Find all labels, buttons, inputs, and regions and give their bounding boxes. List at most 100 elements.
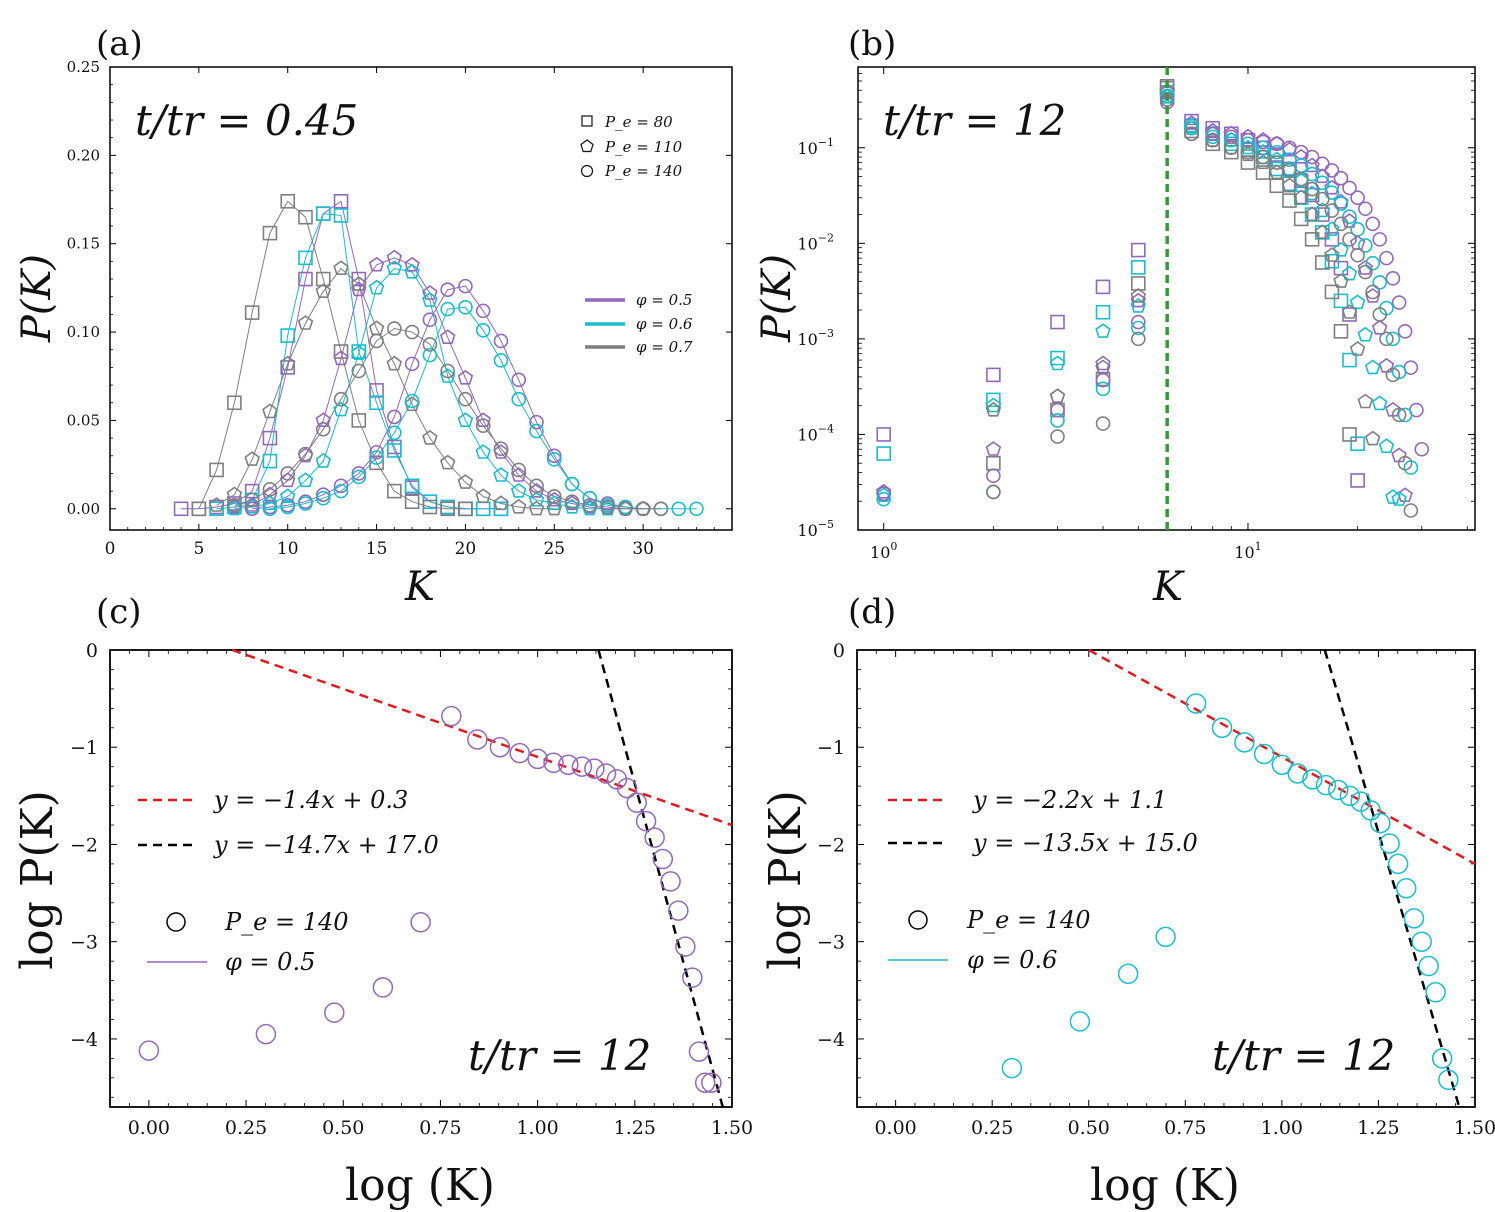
data-point-pentagon [1333, 241, 1349, 257]
data-point-circle [1050, 413, 1065, 428]
legend-pe-label: P_e = 140 [966, 906, 1091, 934]
y-tick-label: 0.20 [67, 146, 100, 164]
data-point-square [440, 501, 455, 517]
data-point-circle [635, 810, 657, 832]
data-point-pentagon [262, 403, 278, 419]
data-point-circle [1350, 222, 1365, 237]
data-point-square [1324, 284, 1340, 300]
data-point-square [262, 430, 278, 446]
data-point-circle [682, 967, 703, 988]
data-point-pentagon [297, 315, 314, 330]
data-point-circle [1159, 88, 1175, 104]
data-point-pentagon [1095, 355, 1111, 371]
data-point-pentagon [315, 283, 332, 299]
data-point-square [986, 455, 1001, 471]
data-point-pentagon [1223, 125, 1240, 141]
data-point-circle [422, 337, 438, 352]
data-point-circle [369, 450, 384, 465]
legend-label-pe110: P_e = 110 [604, 138, 683, 156]
fit-line-red [1088, 648, 1476, 866]
data-point-circle [701, 1072, 722, 1093]
data-point-circle [1095, 381, 1111, 397]
x-tick-label: 1.00 [516, 1117, 558, 1139]
data-point-pentagon [422, 292, 438, 307]
data-point-circle [876, 486, 892, 501]
data-point-square [315, 271, 331, 287]
legend-fit-red-label: y = −2.2x + 1.1 [972, 786, 1167, 814]
panel-a: (a) 0 5 10 15 20 25 30 0.00 0.05 0.10 0.15 0.20 0.25… [14, 24, 733, 610]
data-point-pentagon [439, 329, 456, 345]
data-point-circle [1185, 693, 1207, 714]
series-line [234, 327, 661, 510]
data-point-pentagon [439, 454, 456, 470]
data-point-square [1342, 427, 1357, 442]
legend-phi-label: φ = 0.5 [225, 948, 315, 976]
data-point-circle [1095, 416, 1111, 431]
data-point-circle [1418, 955, 1439, 977]
data-point-pentagon [1183, 115, 1200, 130]
data-point-circle [1240, 136, 1256, 152]
data-point-circle [1370, 812, 1391, 834]
data-point-square [1315, 207, 1330, 222]
data-point-circle [1117, 963, 1139, 985]
legend-label-phi05: φ = 0.5 [636, 291, 692, 309]
data-point-pentagon [985, 397, 1002, 413]
x-tick-label: 1.25 [1357, 1117, 1399, 1139]
data-point-circle [1287, 763, 1308, 784]
data-point-square [191, 501, 207, 517]
data-point-pentagon [1341, 304, 1358, 319]
data-point-circle [1342, 209, 1357, 224]
data-point-circle [1379, 833, 1400, 854]
data-point-circle [1324, 203, 1340, 218]
fit-line-black [597, 649, 724, 1108]
data-point-square [209, 501, 224, 517]
data-point-square [387, 443, 402, 458]
data-point-circle [1385, 271, 1401, 286]
data-point-pentagon [333, 350, 349, 366]
data-point-square [351, 271, 367, 287]
data-point-circle [689, 501, 704, 517]
x-tick-label: 1.50 [1454, 1117, 1495, 1139]
data-point-square [876, 427, 892, 442]
y-tick-label: 10−2 [797, 231, 834, 253]
data-point-circle [404, 393, 420, 409]
data-point-circle [351, 363, 367, 379]
data-point-circle [1397, 407, 1413, 423]
x-tick-label: 1.25 [614, 1117, 656, 1139]
data-point-circle [493, 353, 509, 368]
data-point-circle [1333, 196, 1349, 211]
data-point-circle [440, 363, 455, 379]
x-tick-label: 0.50 [322, 1117, 364, 1139]
series-line [234, 267, 608, 510]
data-point-circle [571, 756, 593, 777]
data-point-circle [422, 312, 438, 328]
data-point-square [298, 250, 313, 266]
data-point-circle [1271, 754, 1293, 775]
data-point-circle [333, 483, 349, 499]
x-tick-label: 20 [455, 539, 477, 559]
data-point-circle [475, 303, 491, 319]
panel-b-label: (b) [848, 24, 896, 64]
panel-b-xlabel: K [1152, 564, 1185, 610]
data-point-pentagon [386, 249, 403, 265]
data-point-circle [244, 492, 260, 508]
data-point-square [493, 501, 509, 517]
y-tick-label: 0.05 [67, 411, 100, 429]
data-point-square [369, 395, 384, 411]
data-point-pentagon [475, 488, 491, 504]
data-point-pentagon [546, 491, 563, 507]
data-point-square [1095, 279, 1111, 295]
data-point-square [280, 360, 296, 375]
data-point-square [298, 209, 313, 225]
data-point-circle [1365, 255, 1381, 271]
data-point-circle [1358, 201, 1373, 217]
y-tick-label: 10−5 [797, 518, 834, 540]
x-tick-label: 15 [366, 539, 388, 559]
data-point-pentagon [457, 474, 474, 489]
y-tick-label: 10−1 [797, 136, 834, 158]
data-point-square [1304, 232, 1320, 247]
data-point-pentagon [404, 256, 420, 272]
data-point-circle [1391, 407, 1407, 423]
data-point-circle [458, 278, 473, 294]
